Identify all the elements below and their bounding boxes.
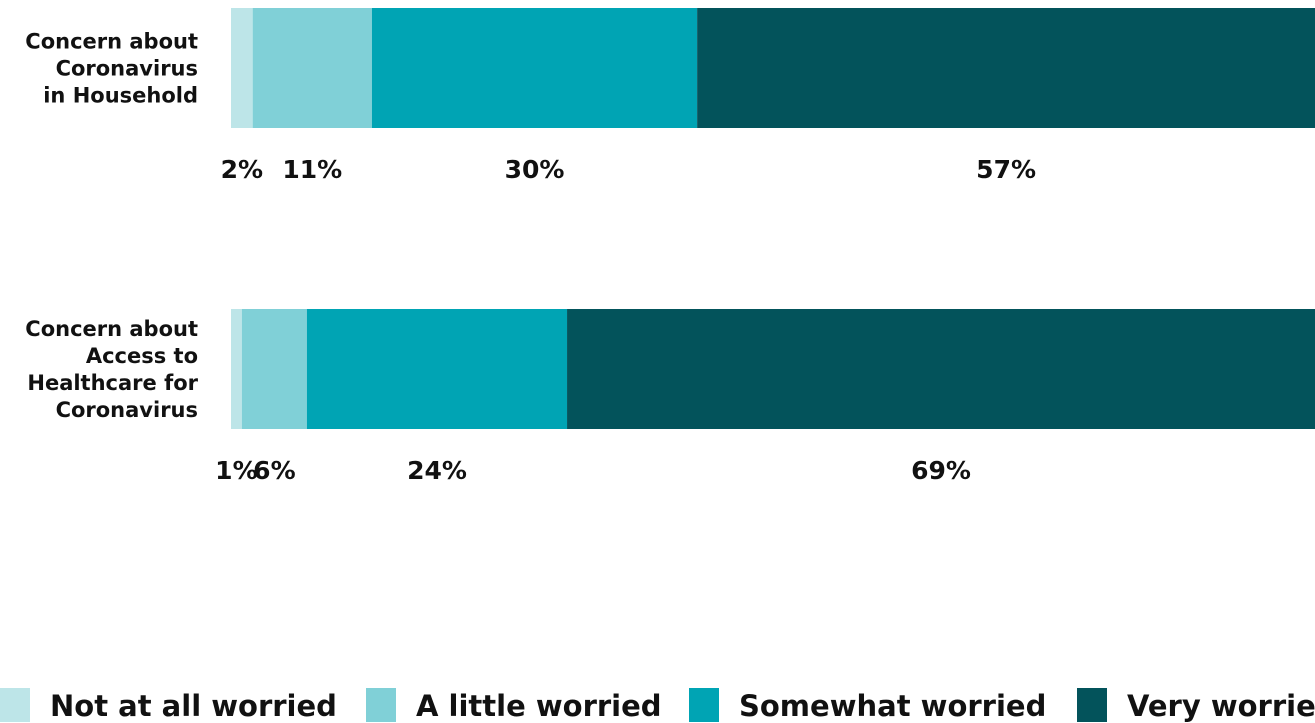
legend: Not at all worried A little worried Somewh… — [0, 688, 1315, 723]
labels-layer: Concern about Coronavirus in Household 2% 11… — [25, 30, 1036, 485]
category-label: Concern about Coronavirus in Household — [25, 30, 198, 108]
bars-layer — [231, 8, 1315, 429]
data-label: 69% — [911, 456, 971, 485]
legend-swatch — [366, 688, 396, 722]
bar-segment-somewhat-worried — [371, 8, 698, 128]
bar-segment-very-worried — [567, 309, 1315, 429]
legend-label: A little worried — [416, 689, 662, 723]
bar-segment-not-at-all-worried — [231, 309, 242, 429]
data-label: 57% — [976, 155, 1036, 184]
legend-swatch — [1077, 688, 1107, 722]
data-label: 24% — [407, 456, 467, 485]
legend-item-a-little-worried: A little worried — [366, 688, 662, 723]
legend-swatch — [0, 688, 30, 722]
bar-segment-a-little-worried — [241, 309, 307, 429]
legend-label: Very worried — [1127, 689, 1315, 723]
data-label: 2% — [221, 155, 263, 184]
data-label: 6% — [253, 456, 295, 485]
bar-segment-a-little-worried — [252, 8, 372, 128]
legend-item-very-worried: Very worried — [1077, 688, 1315, 723]
legend-item-not-at-all-worried: Not at all worried — [0, 688, 337, 723]
bar-segment-not-at-all-worried — [231, 8, 253, 128]
data-label: 11% — [282, 155, 342, 184]
bar-segment-somewhat-worried — [306, 309, 568, 429]
legend-item-somewhat-worried: Somewhat worried — [689, 688, 1046, 723]
data-label: 1% — [215, 456, 257, 485]
legend-label: Not at all worried — [50, 689, 337, 723]
legend-label: Somewhat worried — [739, 689, 1046, 723]
bar-segment-very-worried — [697, 8, 1315, 128]
data-label: 30% — [505, 155, 565, 184]
category-label: Concern about Access to Healthcare for Coro… — [25, 317, 198, 422]
legend-swatch — [689, 688, 719, 722]
